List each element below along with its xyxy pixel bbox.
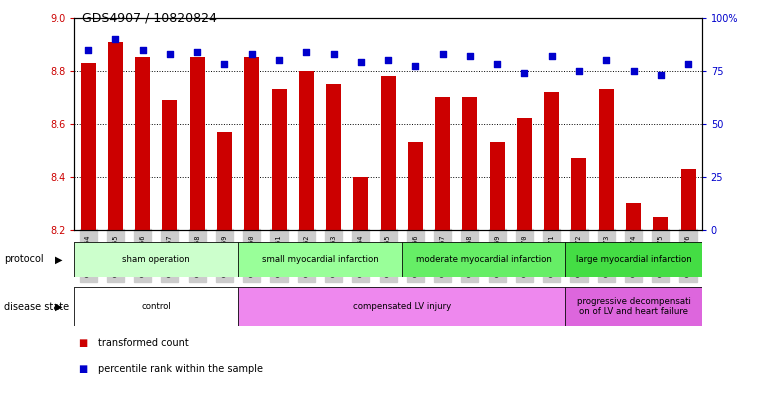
Text: ▶: ▶ [55,301,63,312]
Bar [74,287,702,326]
Point [437,51,449,57]
Bar [238,242,401,277]
Point [82,46,94,53]
Point [191,48,204,55]
Point [463,53,476,59]
Point [491,61,503,68]
Bar [681,169,695,230]
Bar [401,242,565,277]
Bar [81,63,96,230]
Text: moderate myocardial infarction: moderate myocardial infarction [416,255,551,264]
Point [572,68,585,74]
Text: compensated LV injury: compensated LV injury [353,302,451,311]
Point [136,46,149,53]
Bar [463,97,477,230]
Bar [354,177,368,230]
Text: transformed count: transformed count [98,338,189,348]
Point [409,63,422,70]
Point [354,59,367,65]
Bar [238,287,565,326]
Point [218,61,230,68]
Bar [490,142,505,230]
Point [300,48,313,55]
Bar [565,242,702,277]
Bar [380,76,396,230]
Bar [135,57,151,230]
Point [655,72,667,78]
Bar [599,89,614,230]
Bar [74,242,238,277]
Text: large myocardial infarction: large myocardial infarction [575,255,691,264]
Bar [565,287,702,326]
Bar [271,89,286,230]
Text: disease state: disease state [4,301,69,312]
Bar [626,203,641,230]
Point [546,53,558,59]
Text: ■: ■ [78,338,88,348]
Point [164,51,176,57]
Point [600,57,612,63]
Text: GDS4907 / 10820824: GDS4907 / 10820824 [82,12,217,25]
Bar [544,92,559,230]
Bar [572,158,586,230]
Text: percentile rank within the sample: percentile rank within the sample [98,364,263,373]
Point [382,57,394,63]
Text: protocol: protocol [4,254,44,264]
Bar [190,57,205,230]
Text: small myocardial infarction: small myocardial infarction [262,255,379,264]
Point [273,57,285,63]
Bar [162,100,177,230]
Bar [74,242,702,277]
Bar [217,132,232,230]
Text: progressive decompensati
on of LV and heart failure: progressive decompensati on of LV and he… [576,297,691,316]
Point [109,36,122,42]
Bar [299,71,314,230]
Point [245,51,258,57]
Bar [108,42,123,230]
Point [518,70,531,76]
Bar [74,287,238,326]
Bar [653,217,668,230]
Text: control: control [141,302,171,311]
Point [327,51,339,57]
Bar [517,118,532,230]
Bar [435,97,450,230]
Bar [326,84,341,230]
Text: sham operation: sham operation [122,255,191,264]
Point [627,68,640,74]
Bar [245,57,260,230]
Text: ■: ■ [78,364,88,373]
Text: ▶: ▶ [55,254,63,264]
Bar [408,142,423,230]
Point [682,61,695,68]
